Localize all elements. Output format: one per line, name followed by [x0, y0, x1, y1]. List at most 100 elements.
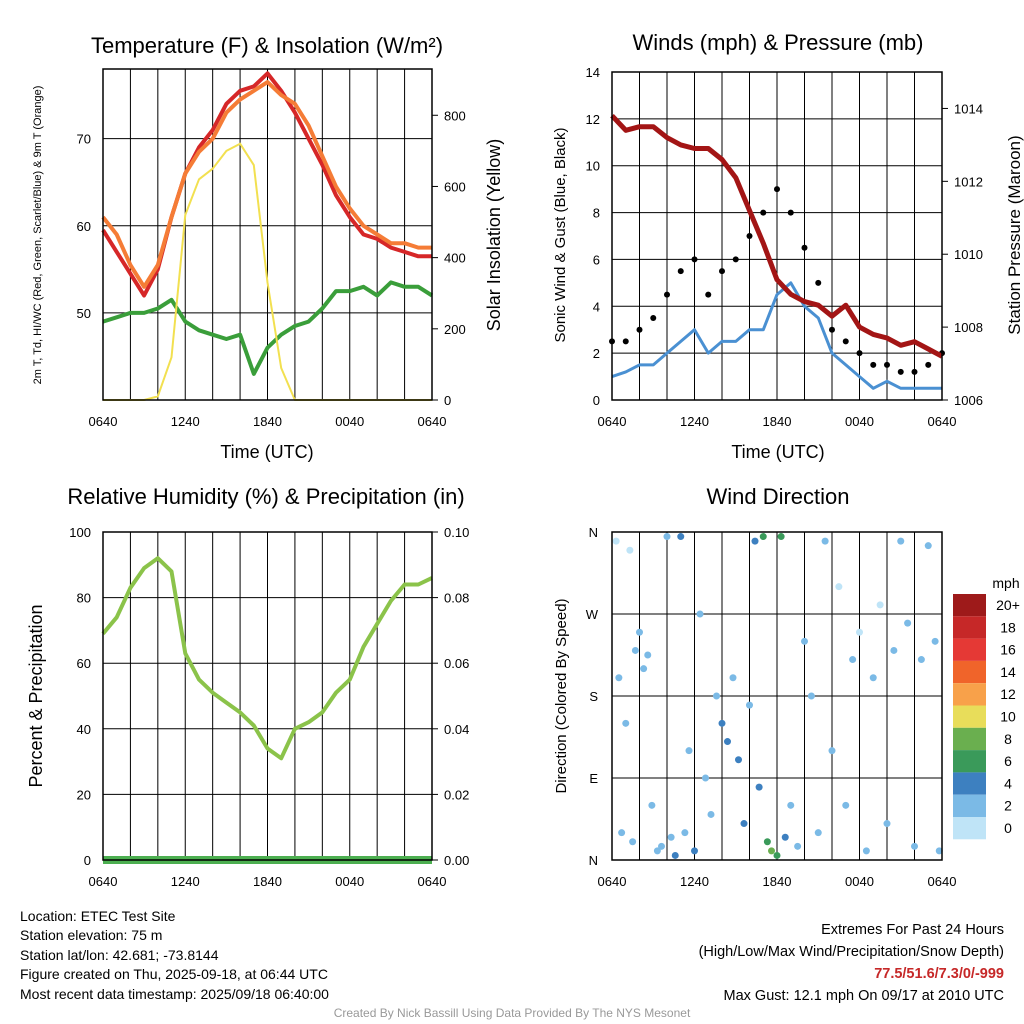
y-tick-label: 60	[77, 656, 91, 671]
temperature-title: Temperature (F) & Insolation (W/m²)	[91, 33, 443, 58]
colorbar-swatch	[953, 616, 986, 639]
gust-point	[760, 209, 767, 216]
direction-point	[897, 537, 905, 545]
direction-point	[631, 646, 639, 654]
y-tick-label: 40	[77, 722, 91, 737]
y-tick-label: 14	[586, 65, 600, 80]
gust-point	[925, 361, 932, 368]
direction-point	[911, 842, 918, 850]
max-gust-text: Max Gust: 12.1 mph On 09/17 at 2010 UTC	[723, 988, 1004, 1004]
direction-tick-label: N	[589, 525, 598, 540]
colorbar-unit: mph	[992, 575, 1019, 591]
y-right-tick-label: 800	[444, 108, 466, 123]
gust-point	[842, 338, 849, 345]
gust-point	[897, 368, 904, 375]
winds-ylabel: Sonic Wind & Gust (Blue, Black)	[552, 127, 569, 342]
x-tick-label: 0640	[928, 874, 957, 889]
extremes-values: 77.5/51.6/7.3/0/-999	[874, 966, 1004, 982]
y-tick-label: 2	[593, 346, 600, 361]
direction-point	[702, 774, 709, 782]
colorbar-label: 0	[1004, 820, 1012, 836]
direction-point	[890, 646, 898, 654]
x-tick-label: 1240	[680, 874, 709, 889]
x-tick-label: 0040	[335, 414, 364, 429]
colorbar-label: 6	[1004, 753, 1012, 769]
gust-point	[650, 315, 657, 321]
direction-point	[904, 619, 912, 627]
x-tick-label: 1840	[253, 414, 282, 429]
direction-point	[828, 747, 836, 755]
colorbar-label: 10	[1000, 709, 1016, 725]
direction-point	[835, 583, 843, 591]
direction-point	[773, 851, 781, 859]
y-tick-label: 60	[77, 219, 91, 234]
y-right-tick-label: 200	[444, 322, 466, 337]
direction-point	[746, 701, 753, 709]
x-tick-label: 0640	[928, 414, 957, 429]
colorbar-label: 14	[1000, 664, 1016, 680]
direction-point	[718, 719, 726, 727]
gust-point	[732, 256, 739, 263]
y-tick-label: 70	[77, 132, 91, 147]
humidity-title: Relative Humidity (%) & Precipitation (i…	[67, 484, 464, 509]
colorbar-label: 2	[1004, 798, 1012, 814]
colorbar-label: 4	[1004, 775, 1012, 791]
direction-point	[729, 674, 737, 682]
y-tick-label: 8	[593, 206, 600, 221]
x-tick-label: 1240	[171, 414, 200, 429]
series-line-dewpoint	[102, 280, 434, 376]
winds-title: Winds (mph) & Pressure (mb)	[633, 30, 924, 55]
created-text: Figure created on Thu, 2025-09-18, at 06…	[20, 966, 328, 983]
colorbar-label: 8	[1004, 731, 1012, 747]
wind-direction-title: Wind Direction	[706, 484, 849, 509]
gust-point	[856, 350, 863, 357]
colorbar-swatch	[953, 772, 986, 795]
y-right-tick-label: 0.10	[444, 525, 469, 540]
temperature-ylabel: 2m T, Td, HI/WC (Red, Green, Scarlet/Blu…	[32, 86, 44, 385]
gust-point	[774, 186, 780, 193]
y-right-tick-label: 0.04	[444, 722, 469, 737]
y-tick-label: 12	[586, 112, 600, 127]
direction-point	[862, 847, 870, 855]
gust-point	[691, 256, 698, 263]
temperature-panel: Temperature (F) & Insolation (W/m²) 0640…	[32, 33, 504, 462]
direction-point	[801, 637, 808, 645]
gust-point	[884, 361, 890, 368]
x-tick-label: 0640	[598, 414, 627, 429]
direction-point	[658, 842, 665, 850]
y-right-tick-label: 1008	[954, 320, 983, 335]
gust-point	[870, 361, 877, 368]
gust-point	[801, 244, 808, 251]
y-right-tick-label: 0.00	[444, 853, 469, 868]
direction-point	[924, 542, 932, 550]
y-right-tick-label: 1006	[954, 393, 983, 408]
gust-point	[677, 268, 684, 275]
direction-point	[644, 651, 652, 659]
y-right-tick-label: 1010	[954, 247, 983, 262]
colorbar-swatch	[953, 794, 986, 817]
direction-point	[876, 601, 884, 609]
plot-border	[102, 68, 433, 401]
direction-point	[667, 833, 675, 841]
direction-point	[821, 537, 829, 545]
y-right-tick-label: 0.02	[444, 787, 469, 802]
direction-point	[626, 546, 634, 554]
colorbar-swatch	[953, 660, 986, 684]
gust-point	[787, 209, 794, 216]
direction-point	[740, 820, 748, 828]
direction-point	[612, 537, 620, 545]
direction-point	[629, 838, 637, 846]
y-right-tick-label: 1014	[954, 101, 983, 116]
y-right-tick-label: 0.08	[444, 591, 469, 606]
direction-point	[648, 801, 656, 809]
x-tick-label: 0040	[845, 874, 874, 889]
gust-point	[664, 291, 670, 298]
direction-point	[935, 847, 943, 855]
y-right-tick-label: 0.06	[444, 656, 469, 671]
y-right-tick-label: 600	[444, 179, 466, 194]
gust-point	[911, 368, 918, 375]
direction-point	[636, 628, 643, 636]
y-right-tick-label: 400	[444, 251, 466, 266]
x-tick-label: 0640	[598, 874, 627, 889]
